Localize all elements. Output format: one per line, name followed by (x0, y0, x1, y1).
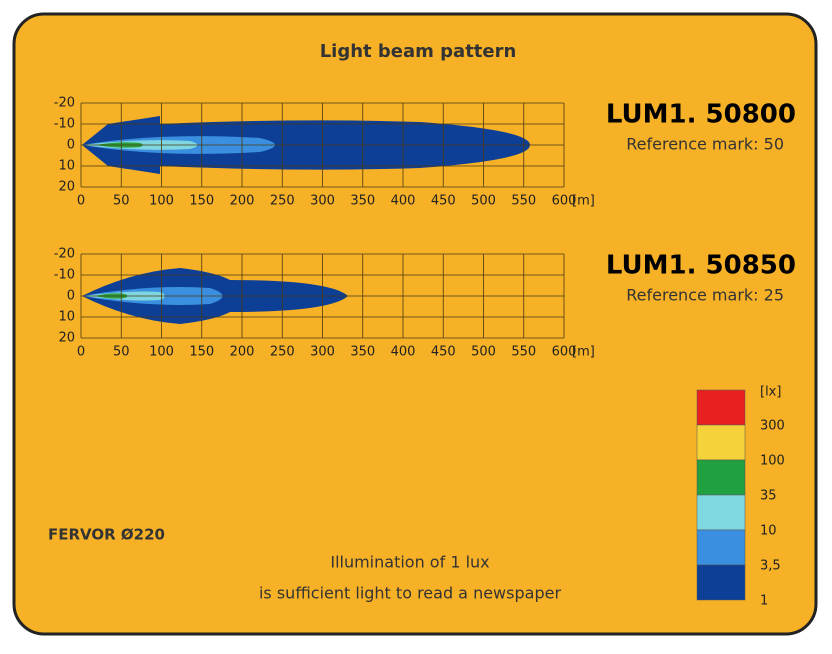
note: is sufficient light to read a newspaper (259, 584, 561, 603)
x-tick-label: 250 (270, 345, 295, 360)
legend-label: 100 (760, 454, 785, 469)
x-tick-label: 400 (391, 194, 416, 209)
model-name: LUM1. 50850 (606, 251, 796, 281)
x-tick-label: 150 (189, 194, 214, 209)
legend-label: 10 (760, 524, 777, 539)
reference-mark: Reference mark: 50 (626, 135, 784, 154)
x-tick-label: 350 (350, 194, 375, 209)
x-tick-label: 0 (77, 194, 85, 209)
y-tick-label: 0 (67, 138, 75, 153)
x-tick-label: 350 (350, 345, 375, 360)
y-tick-label: 10 (58, 310, 75, 325)
x-tick-label: 100 (149, 345, 174, 360)
x-tick-label: 550 (511, 345, 536, 360)
note: Illumination of 1 lux (330, 553, 489, 572)
y-tick-label: -10 (54, 117, 75, 132)
legend-label: 35 (760, 489, 777, 504)
reference-mark: Reference mark: 25 (626, 286, 784, 305)
panel (12, 12, 818, 636)
axis-unit: [m] (572, 194, 595, 209)
x-tick-label: 300 (310, 194, 335, 209)
x-tick-label: 600 (552, 194, 577, 209)
y-tick-label: 10 (58, 159, 75, 174)
model-name: LUM1. 50800 (606, 100, 796, 130)
x-tick-label: 450 (431, 345, 456, 360)
legend-swatch (696, 564, 746, 601)
x-tick-label: 500 (471, 345, 496, 360)
y-tick-label: 20 (58, 331, 75, 346)
legend-swatch (696, 494, 746, 531)
legend-swatch (696, 459, 746, 496)
y-tick-label: -20 (54, 96, 75, 111)
x-tick-label: 150 (189, 345, 214, 360)
legend-label: 1 (760, 594, 768, 609)
x-tick-label: 200 (230, 194, 255, 209)
y-tick-label: -10 (54, 268, 75, 283)
x-tick-label: 500 (471, 194, 496, 209)
x-tick-label: 0 (77, 345, 85, 360)
legend-label: 3,5 (760, 559, 781, 574)
y-tick-label: 0 (67, 289, 75, 304)
x-tick-label: 250 (270, 194, 295, 209)
x-tick-label: 100 (149, 194, 174, 209)
x-tick-label: 50 (113, 345, 130, 360)
legend-swatch (696, 389, 746, 426)
y-tick-label: -20 (54, 247, 75, 262)
product-name: FERVOR Ø220 (48, 526, 165, 544)
x-tick-label: 400 (391, 345, 416, 360)
legend-swatch (696, 424, 746, 461)
legend-unit: [lx] (760, 385, 781, 400)
title: Light beam pattern (320, 41, 517, 62)
x-tick-label: 300 (310, 345, 335, 360)
legend-label: 300 (760, 419, 785, 434)
x-tick-label: 550 (511, 194, 536, 209)
legend-swatch (696, 529, 746, 566)
x-tick-label: 50 (113, 194, 130, 209)
x-tick-label: 200 (230, 345, 255, 360)
x-tick-label: 600 (552, 345, 577, 360)
y-tick-label: 20 (58, 180, 75, 195)
x-tick-label: 450 (431, 194, 456, 209)
axis-unit: [m] (572, 345, 595, 360)
